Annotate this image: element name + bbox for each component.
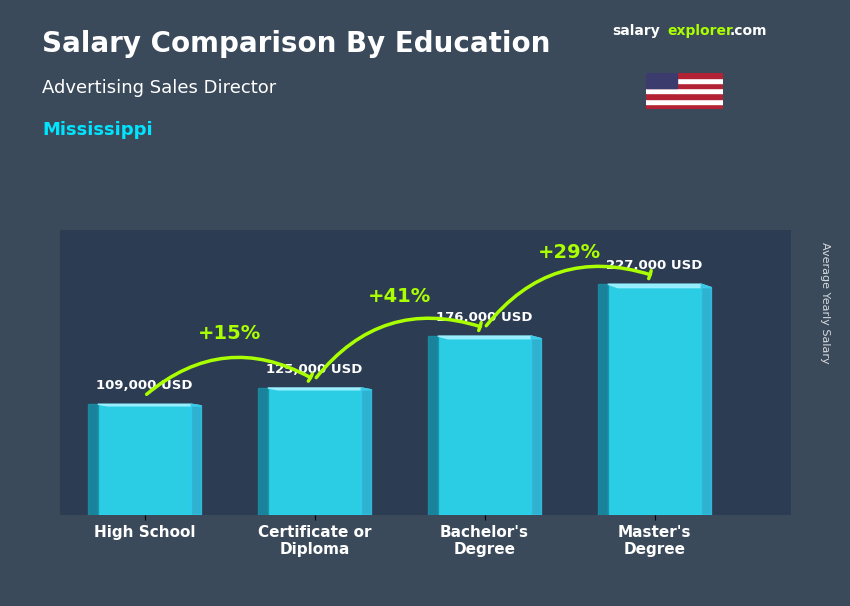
Polygon shape bbox=[361, 388, 371, 515]
Bar bbox=[608, 284, 701, 515]
Polygon shape bbox=[428, 336, 438, 515]
Text: 227,000 USD: 227,000 USD bbox=[606, 259, 703, 272]
Text: +29%: +29% bbox=[538, 243, 601, 262]
Polygon shape bbox=[191, 404, 201, 515]
Text: 109,000 USD: 109,000 USD bbox=[96, 379, 193, 392]
Text: +15%: +15% bbox=[198, 324, 261, 342]
Polygon shape bbox=[438, 336, 541, 339]
Polygon shape bbox=[701, 284, 711, 515]
Text: salary: salary bbox=[612, 24, 660, 38]
Polygon shape bbox=[258, 388, 268, 515]
Text: +41%: +41% bbox=[368, 287, 431, 306]
Polygon shape bbox=[268, 388, 371, 390]
Bar bbox=[646, 78, 722, 83]
Bar bbox=[646, 88, 722, 93]
Bar bbox=[646, 73, 677, 88]
Bar bbox=[438, 336, 531, 515]
Polygon shape bbox=[608, 284, 711, 288]
Polygon shape bbox=[98, 404, 201, 406]
Text: .com: .com bbox=[729, 24, 767, 38]
Text: 176,000 USD: 176,000 USD bbox=[436, 311, 533, 324]
Bar bbox=[646, 83, 722, 88]
Bar bbox=[646, 73, 722, 78]
Bar bbox=[268, 388, 361, 515]
Polygon shape bbox=[88, 404, 98, 515]
Text: Advertising Sales Director: Advertising Sales Director bbox=[42, 79, 277, 97]
Text: 125,000 USD: 125,000 USD bbox=[266, 363, 363, 376]
Bar bbox=[646, 99, 722, 104]
Text: Salary Comparison By Education: Salary Comparison By Education bbox=[42, 30, 551, 58]
Text: Average Yearly Salary: Average Yearly Salary bbox=[819, 242, 830, 364]
Text: explorer: explorer bbox=[667, 24, 733, 38]
Text: Mississippi: Mississippi bbox=[42, 121, 153, 139]
Bar bbox=[646, 93, 722, 99]
Polygon shape bbox=[531, 336, 541, 515]
Polygon shape bbox=[598, 284, 608, 515]
Bar bbox=[646, 104, 722, 109]
Bar bbox=[98, 404, 191, 515]
